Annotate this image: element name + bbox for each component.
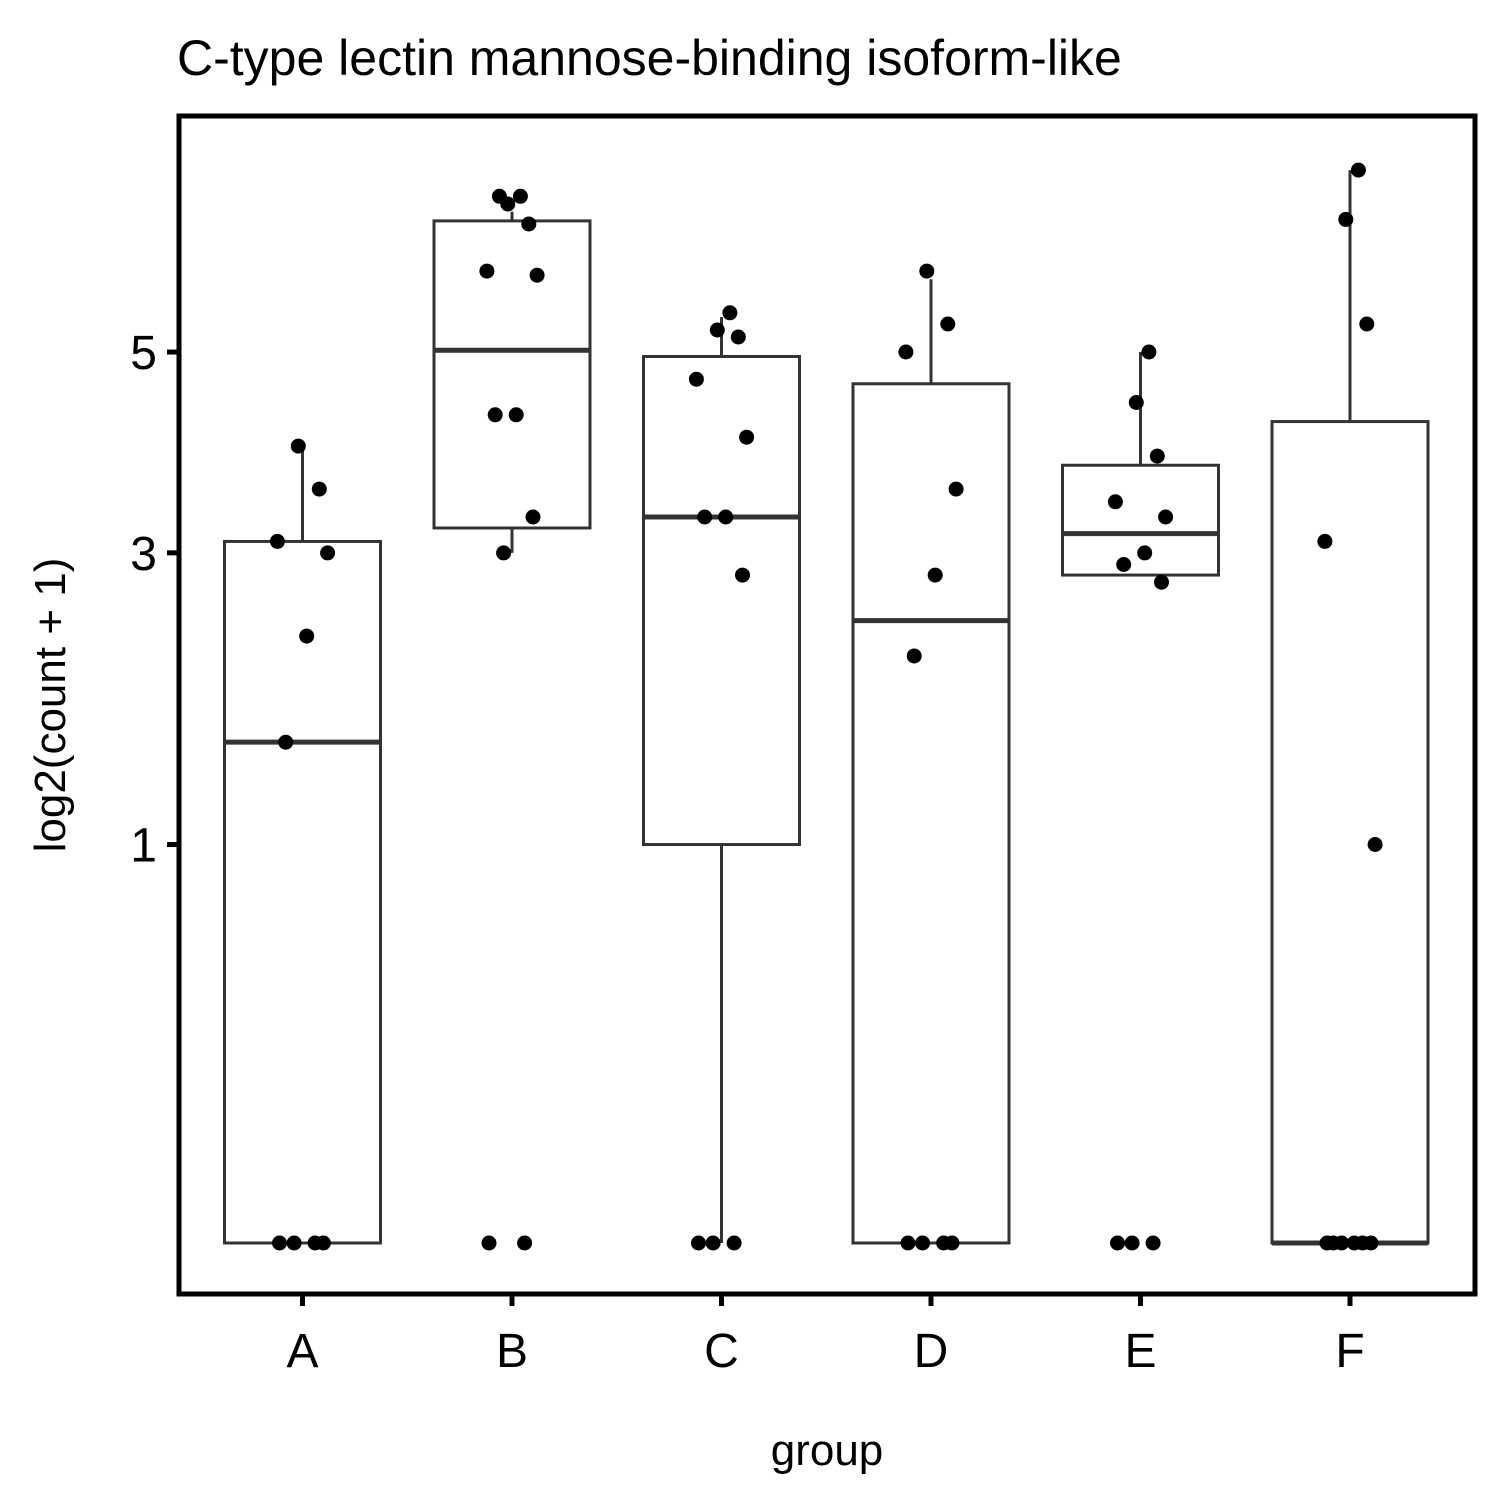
point-C xyxy=(709,322,725,338)
point-A xyxy=(286,1235,302,1251)
point-F xyxy=(1317,533,1333,549)
box-body xyxy=(851,382,1011,1245)
point-F xyxy=(1338,211,1354,227)
point-E xyxy=(1107,494,1123,510)
box-body xyxy=(1270,420,1430,1245)
x-tick-label: C xyxy=(704,1325,739,1378)
point-A xyxy=(290,438,306,454)
point-D xyxy=(940,316,956,332)
point-C xyxy=(730,329,746,345)
point-E xyxy=(1124,1235,1140,1251)
point-B xyxy=(512,188,528,204)
point-E xyxy=(1110,1235,1125,1251)
point-C xyxy=(691,1235,706,1251)
point-B xyxy=(487,407,503,423)
plot-panel-border xyxy=(176,113,1478,1297)
point-F xyxy=(1363,1235,1379,1251)
point-D xyxy=(948,481,964,497)
point-A xyxy=(320,545,336,561)
points-layer xyxy=(269,162,1383,1251)
point-F xyxy=(1367,837,1383,852)
point-F xyxy=(1346,1235,1362,1251)
point-B xyxy=(517,1235,533,1251)
point-E xyxy=(1137,545,1153,561)
point-C xyxy=(688,371,704,387)
point-B xyxy=(491,188,507,204)
point-D xyxy=(906,648,922,664)
point-D xyxy=(898,344,914,360)
box-body xyxy=(223,539,382,1245)
point-C xyxy=(705,1235,721,1251)
box-A xyxy=(223,446,382,1245)
point-B xyxy=(479,263,495,279)
y-tick-label: 1 xyxy=(130,820,157,873)
box-D xyxy=(851,279,1011,1245)
point-C xyxy=(726,1235,742,1251)
point-C xyxy=(722,305,738,321)
point-E xyxy=(1141,344,1157,360)
point-A xyxy=(311,481,327,497)
box-body xyxy=(642,354,801,847)
point-A xyxy=(315,1235,331,1251)
x-tick-label: F xyxy=(1335,1325,1364,1378)
point-A xyxy=(278,734,294,750)
y-axis: 1 3 5 xyxy=(130,327,179,873)
point-D xyxy=(919,263,935,279)
point-D xyxy=(944,1235,960,1251)
x-tick-label: B xyxy=(496,1325,528,1378)
point-B xyxy=(529,267,545,283)
box-E xyxy=(1061,352,1220,577)
point-D xyxy=(900,1235,916,1251)
y-tick-label: 3 xyxy=(130,528,157,581)
chart-title: C-type lectin mannose-binding isoform-li… xyxy=(177,30,1122,86)
y-axis-label: log2(count + 1) xyxy=(26,558,75,853)
point-E xyxy=(1116,557,1132,572)
x-tick-label: E xyxy=(1124,1325,1156,1378)
point-B xyxy=(496,545,512,561)
point-C xyxy=(735,567,750,583)
x-axis-label: group xyxy=(771,1426,884,1475)
point-E xyxy=(1145,1235,1161,1251)
x-tick-label: A xyxy=(286,1325,318,1378)
point-A xyxy=(299,628,315,644)
point-C xyxy=(739,429,755,445)
box-F xyxy=(1270,170,1430,1246)
point-F xyxy=(1325,1235,1341,1251)
point-C xyxy=(718,509,734,525)
point-F xyxy=(1359,316,1375,332)
point-B xyxy=(521,216,537,232)
box-body xyxy=(1061,463,1220,577)
boxes-layer xyxy=(223,170,1430,1246)
point-E xyxy=(1149,448,1165,464)
point-B xyxy=(508,407,524,423)
x-tick-label: D xyxy=(914,1325,949,1378)
point-E xyxy=(1158,509,1174,525)
box-C xyxy=(642,317,801,1243)
point-A xyxy=(269,533,285,549)
point-E xyxy=(1154,574,1169,590)
point-D xyxy=(927,567,943,583)
point-A xyxy=(272,1235,287,1251)
box-body xyxy=(432,219,592,530)
point-D xyxy=(915,1235,931,1251)
point-C xyxy=(697,509,713,525)
point-B xyxy=(525,509,541,525)
y-tick-label: 5 xyxy=(130,327,157,380)
box-B xyxy=(432,211,592,553)
x-axis: A B C D E F xyxy=(286,1294,1365,1378)
point-F xyxy=(1350,162,1366,178)
point-B xyxy=(481,1235,497,1251)
point-E xyxy=(1128,395,1144,410)
